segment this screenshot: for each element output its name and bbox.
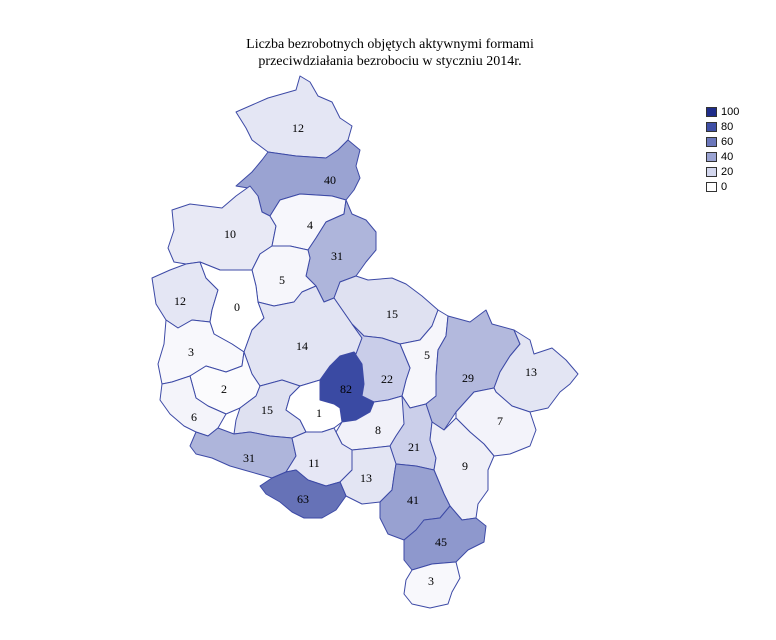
legend-swatch [706, 166, 717, 177]
legend-label: 60 [721, 135, 734, 148]
label-r29: 41 [407, 493, 419, 507]
region-63[interactable] [259, 469, 347, 519]
label-r11: 14 [296, 339, 308, 353]
label-r8: 0 [234, 300, 240, 314]
legend-swatch [706, 106, 717, 117]
legend-item: 20 [706, 164, 739, 179]
label-r30: 45 [435, 535, 447, 549]
label-r22: 7 [497, 414, 503, 428]
region-13-east[interactable] [493, 329, 579, 413]
label-r6: 5 [279, 273, 285, 287]
legend-item: 0 [706, 179, 739, 194]
label-r12: 5 [424, 348, 430, 362]
label-r10: 3 [188, 345, 194, 359]
legend: 100 80 60 40 20 0 [706, 104, 739, 194]
label-r23: 21 [408, 440, 420, 454]
legend-swatch [706, 151, 717, 162]
label-r4: 4 [307, 218, 313, 232]
region-3-south[interactable] [403, 561, 461, 609]
legend-label: 40 [721, 150, 734, 163]
label-r26: 13 [360, 471, 372, 485]
label-r24: 31 [243, 451, 255, 465]
label-r14: 13 [525, 365, 537, 379]
map-title-line2: przeciwdziałania bezrobociu w styczniu 2… [258, 54, 522, 69]
region-45[interactable] [403, 505, 487, 571]
legend-swatch [706, 121, 717, 132]
label-r7: 12 [174, 294, 186, 308]
label-r9: 15 [386, 307, 398, 321]
legend-item: 100 [706, 104, 739, 119]
label-r3: 10 [224, 227, 236, 241]
label-r28: 63 [297, 492, 309, 506]
legend-label: 80 [721, 120, 734, 133]
map-title-line1: Liczba bezrobotnych objętych aktywnymi f… [246, 37, 534, 52]
label-r17: 22 [381, 372, 393, 386]
label-r16: 82 [340, 382, 352, 396]
label-r31: 3 [428, 574, 434, 588]
legend-swatch [706, 136, 717, 147]
label-r5: 31 [331, 249, 343, 263]
legend-swatch [706, 181, 717, 192]
legend-item: 40 [706, 149, 739, 164]
label-r19: 15 [261, 403, 273, 417]
label-r18: 6 [191, 410, 197, 424]
label-r13: 29 [462, 371, 474, 385]
legend-item: 60 [706, 134, 739, 149]
label-r27: 9 [462, 459, 468, 473]
legend-label: 20 [721, 165, 734, 178]
legend-label: 100 [721, 105, 740, 118]
label-r21: 8 [375, 423, 381, 437]
legend-label: 0 [721, 180, 728, 193]
label-r2: 40 [324, 173, 336, 187]
label-r1: 12 [292, 121, 304, 135]
legend-item: 80 [706, 119, 739, 134]
region-12-north[interactable] [235, 75, 353, 159]
map-title: Liczba bezrobotnych objętych aktywnymi f… [180, 36, 600, 70]
label-r25: 11 [308, 456, 320, 470]
label-r15: 2 [221, 382, 227, 396]
label-r20: 1 [316, 406, 322, 420]
